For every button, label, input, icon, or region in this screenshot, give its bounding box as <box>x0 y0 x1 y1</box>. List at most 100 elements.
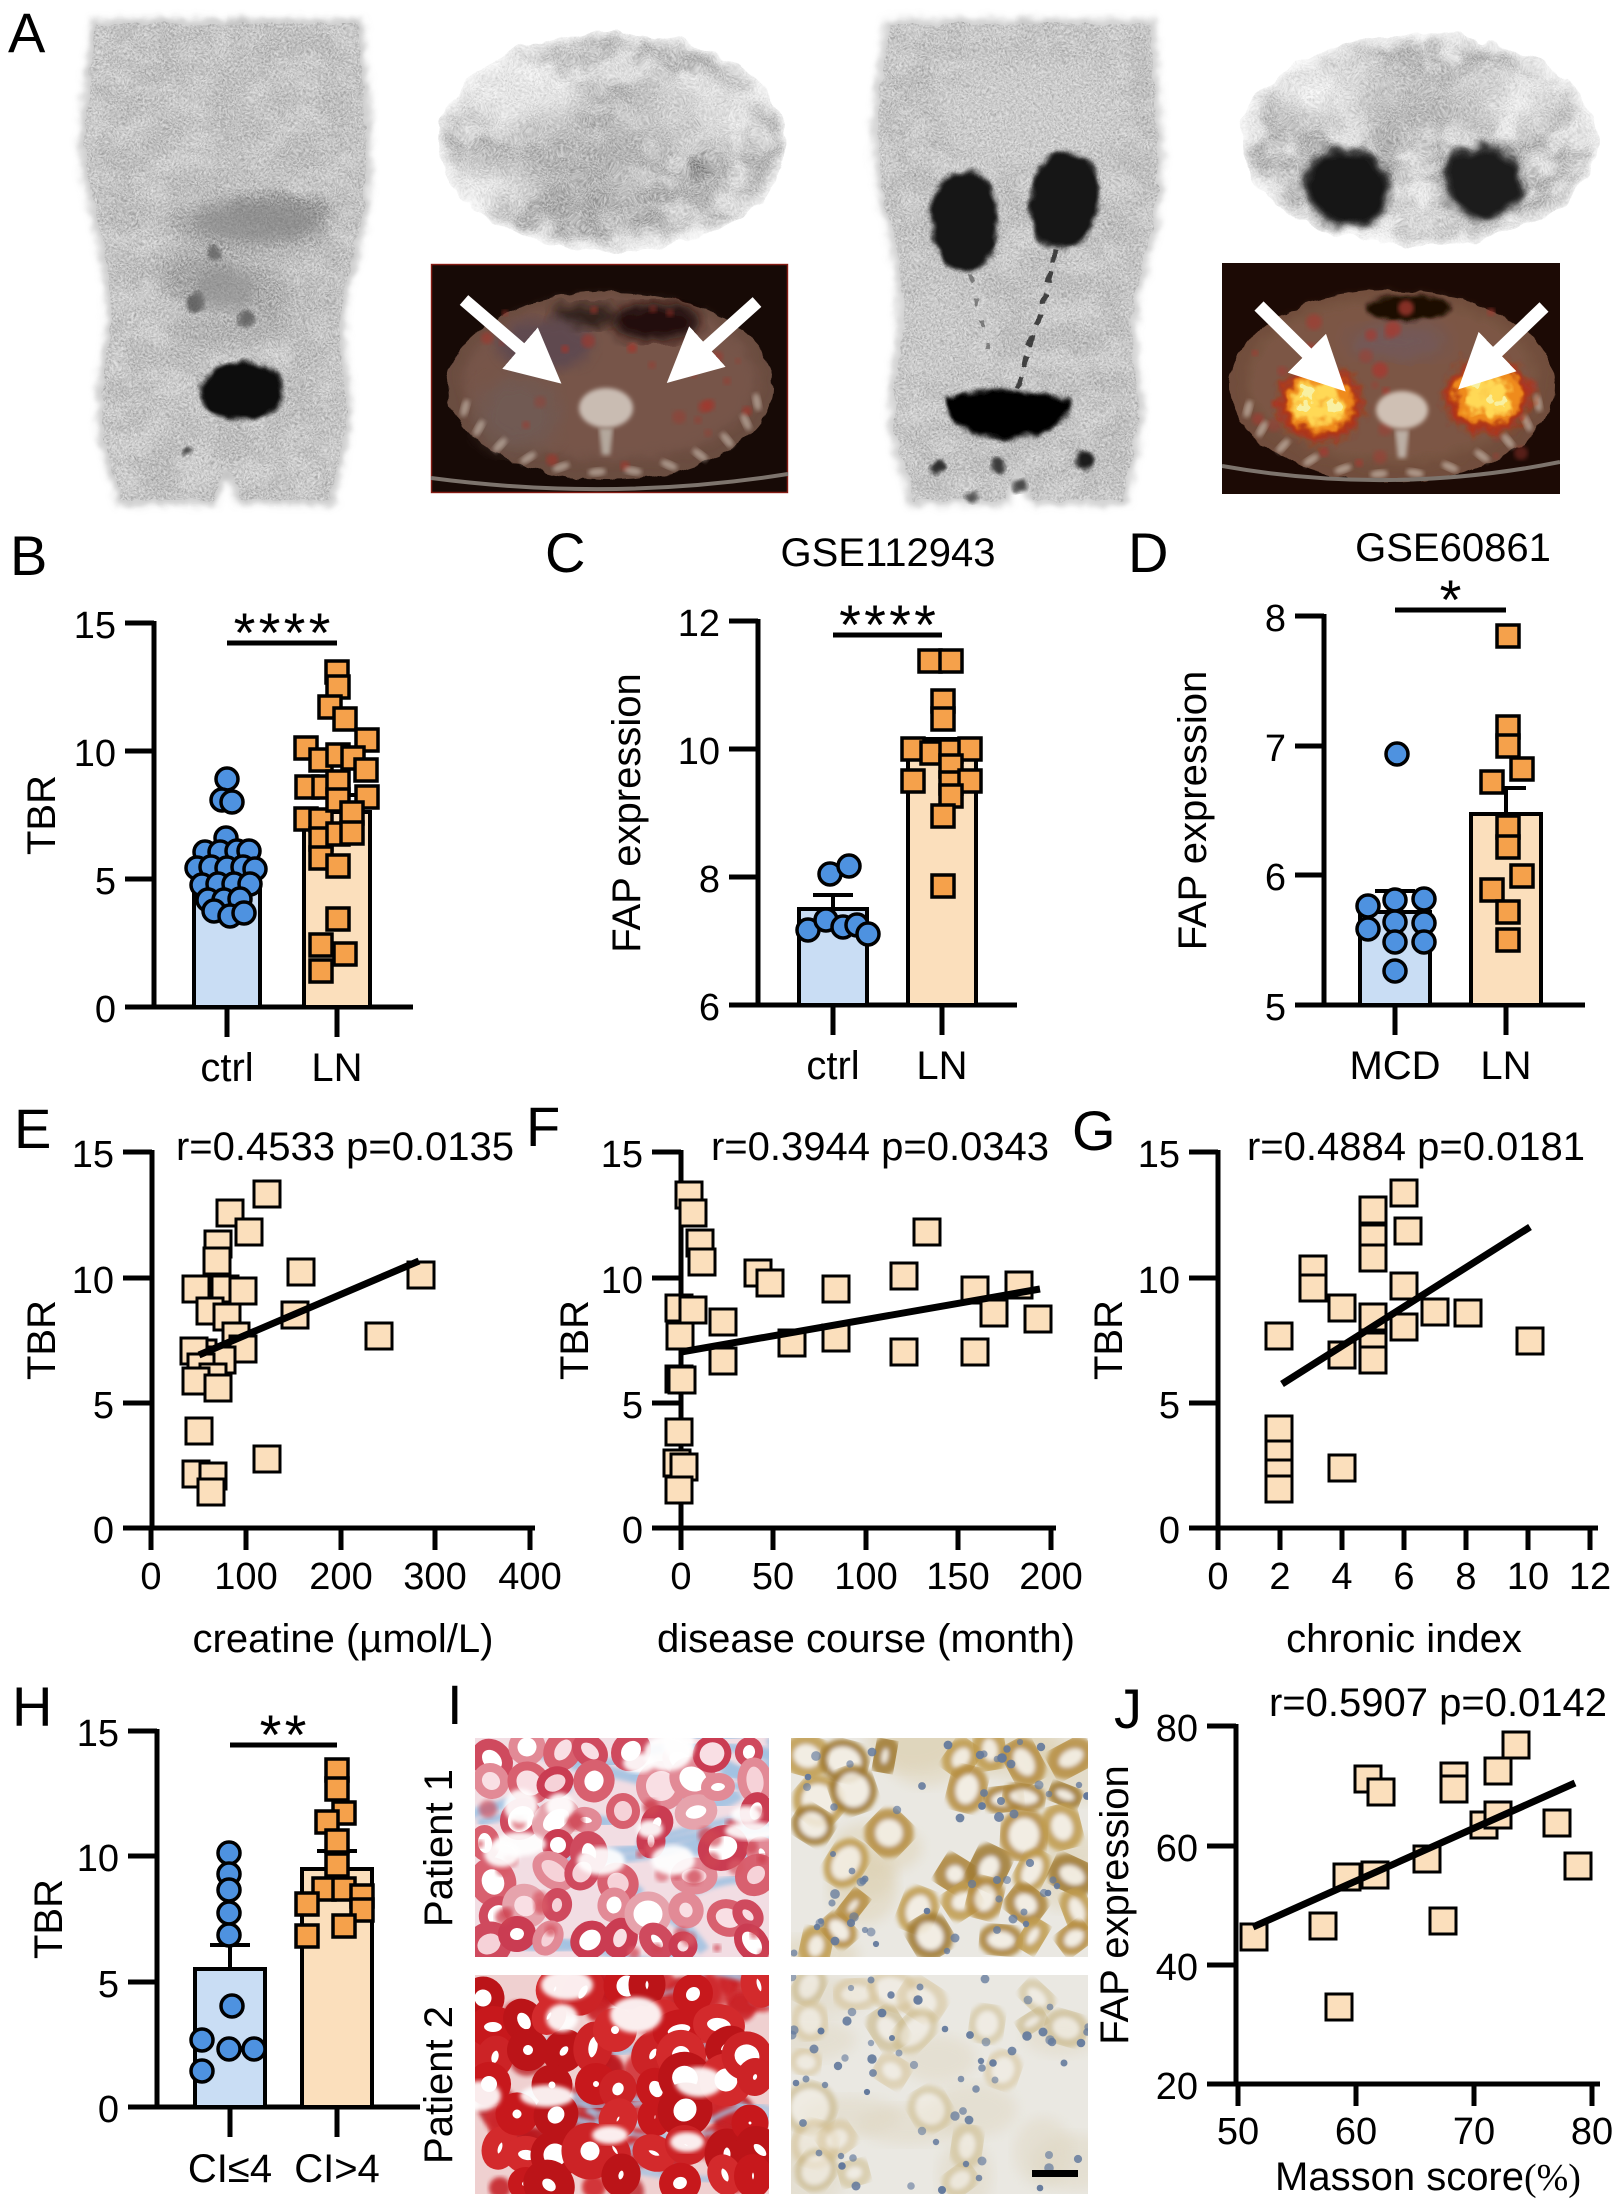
svg-text:ctrl: ctrl <box>806 1044 859 1088</box>
svg-text:*: * <box>285 1703 307 1766</box>
svg-text:C: C <box>545 521 585 584</box>
svg-text:8: 8 <box>1455 1556 1476 1598</box>
svg-text:50: 50 <box>752 1556 794 1598</box>
svg-text:0: 0 <box>140 1556 161 1598</box>
svg-text:0: 0 <box>93 1510 114 1552</box>
svg-text:TBR: TBR <box>27 1879 71 1959</box>
svg-text:50: 50 <box>1217 2111 1259 2153</box>
svg-text:Patient 1: Patient 1 <box>417 1769 461 1927</box>
svg-text:5: 5 <box>98 1964 119 2006</box>
svg-text:MCD: MCD <box>1349 1044 1440 1088</box>
svg-text:5: 5 <box>95 861 116 903</box>
svg-text:FAP expression: FAP expression <box>605 673 649 952</box>
svg-text:CI>4: CI>4 <box>294 2147 380 2191</box>
svg-text:7: 7 <box>1265 728 1286 770</box>
svg-text:60: 60 <box>1156 1828 1198 1870</box>
svg-text:10: 10 <box>74 733 116 775</box>
svg-text:H: H <box>12 1675 52 1738</box>
svg-text:100: 100 <box>214 1556 277 1598</box>
svg-text:6: 6 <box>1265 857 1286 899</box>
svg-text:70: 70 <box>1453 2111 1495 2153</box>
svg-text:2: 2 <box>1269 1556 1290 1598</box>
svg-text:*: * <box>259 601 281 664</box>
svg-text:J: J <box>1114 1677 1142 1740</box>
svg-text:10: 10 <box>678 731 720 773</box>
svg-text:LN: LN <box>311 1046 362 1090</box>
svg-text:5: 5 <box>622 1385 643 1427</box>
svg-text:*: * <box>284 601 306 664</box>
svg-text:r=0.4533 p=0.0135: r=0.4533 p=0.0135 <box>176 1125 514 1169</box>
svg-text:12: 12 <box>1569 1556 1611 1598</box>
svg-text:r=0.4884 p=0.0181: r=0.4884 p=0.0181 <box>1247 1125 1585 1169</box>
svg-text:FAP expression: FAP expression <box>1093 1765 1137 2044</box>
svg-text:0: 0 <box>98 2089 119 2131</box>
svg-text:B: B <box>10 524 47 587</box>
svg-text:*: * <box>309 601 331 664</box>
svg-text:5: 5 <box>1265 987 1286 1029</box>
svg-text:0: 0 <box>1207 1556 1228 1598</box>
svg-text:Patient 2: Patient 2 <box>417 2006 461 2164</box>
svg-text:0: 0 <box>1159 1510 1180 1552</box>
svg-text:20: 20 <box>1156 2066 1198 2108</box>
svg-text:*: * <box>1440 568 1462 631</box>
svg-text:*: * <box>234 601 256 664</box>
svg-text:80: 80 <box>1571 2111 1613 2153</box>
svg-text:GSE60861: GSE60861 <box>1355 526 1551 570</box>
svg-text:15: 15 <box>72 1134 114 1176</box>
svg-text:FAP expression: FAP expression <box>1171 671 1215 950</box>
svg-text:15: 15 <box>601 1134 643 1176</box>
svg-text:6: 6 <box>699 987 720 1029</box>
svg-text:TBR: TBR <box>553 1300 597 1380</box>
svg-text:GSE112943: GSE112943 <box>781 531 996 575</box>
svg-text:*: * <box>260 1703 282 1766</box>
svg-text:*: * <box>864 593 886 656</box>
svg-text:10: 10 <box>1507 1556 1549 1598</box>
svg-text:10: 10 <box>1138 1260 1180 1302</box>
svg-text:disease course (month): disease course (month) <box>657 1617 1075 1661</box>
svg-text:12: 12 <box>678 603 720 645</box>
svg-text:LN: LN <box>916 1044 967 1088</box>
svg-text:I: I <box>447 1673 463 1736</box>
svg-text:80: 80 <box>1156 1708 1198 1750</box>
svg-text:ctrl: ctrl <box>200 1046 253 1090</box>
svg-text:5: 5 <box>93 1385 114 1427</box>
svg-text:A: A <box>8 1 46 64</box>
svg-text:*: * <box>914 593 936 656</box>
svg-text:0: 0 <box>622 1510 643 1552</box>
svg-text:F: F <box>526 1095 560 1158</box>
svg-text:r=0.3944 p=0.0343: r=0.3944 p=0.0343 <box>711 1125 1049 1169</box>
svg-text:5: 5 <box>1159 1385 1180 1427</box>
svg-text:300: 300 <box>403 1556 466 1598</box>
svg-text:creatine (µmol/L): creatine (µmol/L) <box>193 1617 494 1661</box>
svg-text:15: 15 <box>74 605 116 647</box>
svg-text:10: 10 <box>77 1838 119 1880</box>
svg-text:60: 60 <box>1335 2111 1377 2153</box>
svg-text:*: * <box>839 593 861 656</box>
svg-text:r=0.5907 p=0.0142: r=0.5907 p=0.0142 <box>1269 1681 1607 1725</box>
svg-text:100: 100 <box>834 1556 897 1598</box>
svg-text:8: 8 <box>1265 598 1286 640</box>
svg-text:LN: LN <box>1480 1044 1531 1088</box>
svg-text:15: 15 <box>77 1713 119 1755</box>
svg-text:E: E <box>14 1097 51 1160</box>
svg-text:10: 10 <box>72 1260 114 1302</box>
svg-text:*: * <box>889 593 911 656</box>
svg-text:TBR: TBR <box>20 775 64 855</box>
svg-text:CI≤4: CI≤4 <box>188 2147 272 2191</box>
svg-text:G: G <box>1072 1099 1116 1162</box>
svg-text:D: D <box>1128 521 1168 584</box>
svg-text:4: 4 <box>1331 1556 1352 1598</box>
svg-text:40: 40 <box>1156 1947 1198 1989</box>
svg-text:200: 200 <box>1019 1556 1082 1598</box>
svg-text:15: 15 <box>1138 1134 1180 1176</box>
svg-text:150: 150 <box>926 1556 989 1598</box>
svg-text:8: 8 <box>699 859 720 901</box>
svg-text:TBR: TBR <box>1087 1300 1131 1380</box>
svg-text:TBR: TBR <box>20 1300 64 1380</box>
svg-text:6: 6 <box>1393 1556 1414 1598</box>
svg-text:10: 10 <box>601 1260 643 1302</box>
svg-text:400: 400 <box>498 1556 561 1598</box>
svg-text:chronic index: chronic index <box>1286 1617 1522 1661</box>
svg-text:0: 0 <box>670 1556 691 1598</box>
svg-text:Masson score(%): Masson score(%) <box>1275 2155 1581 2199</box>
